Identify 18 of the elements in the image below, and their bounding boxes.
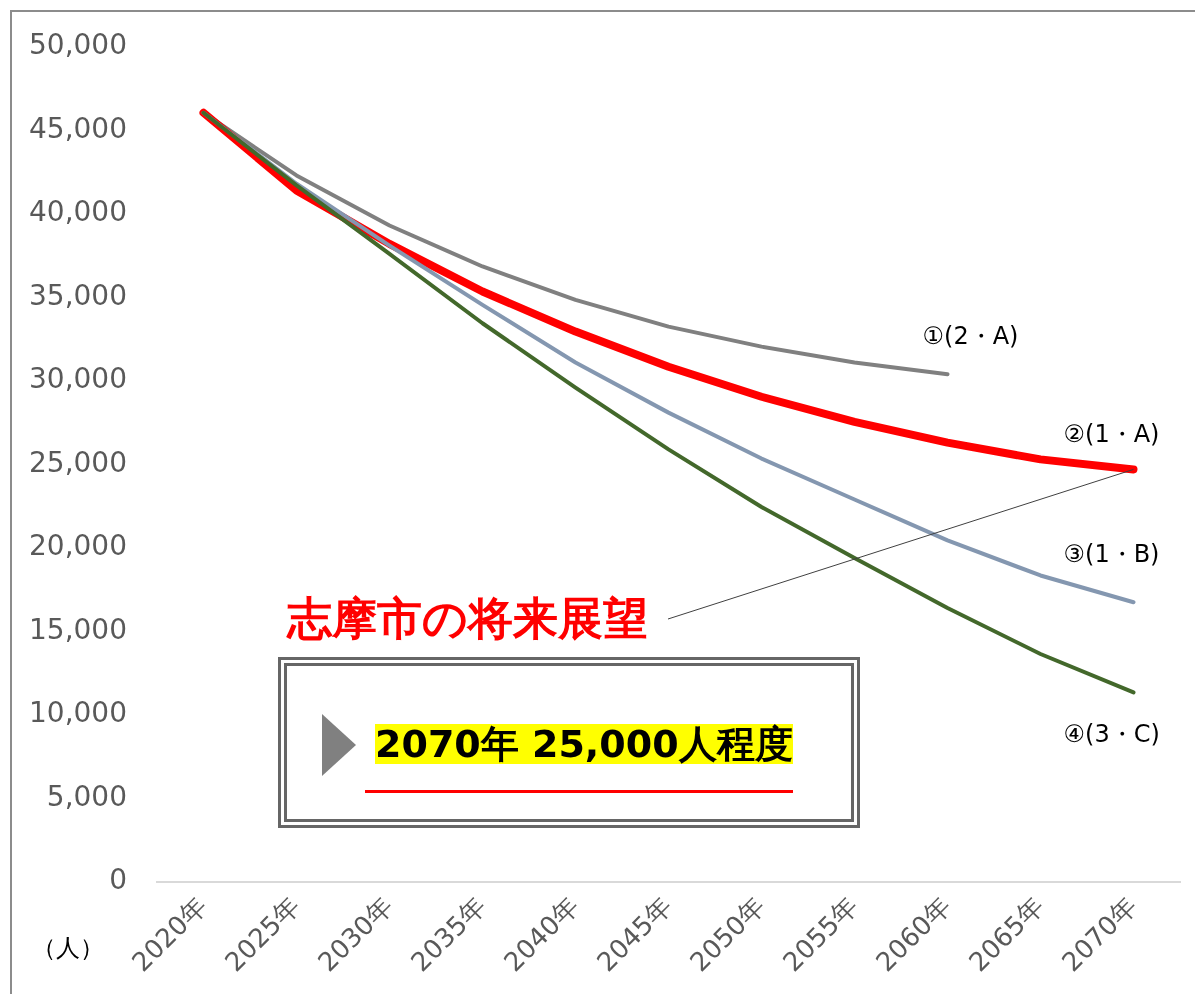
y-tick-label: 25,000 [29, 445, 127, 479]
series-label: ④(3・C) [1063, 720, 1160, 749]
y-tick-label: 30,000 [29, 362, 127, 396]
series-label: ③(1・B) [1063, 540, 1160, 569]
y-tick-label: 5,000 [46, 779, 127, 813]
y-tick-label: 35,000 [29, 278, 127, 312]
y-tick-label: 15,000 [29, 612, 127, 646]
y-tick-label: 10,000 [29, 696, 127, 730]
series-label: ①(2・A) [922, 322, 1019, 351]
y-tick-label: 40,000 [29, 195, 127, 229]
annotation: 2070年 25,000人程度 [375, 722, 793, 766]
y-tick-label: 20,000 [29, 529, 127, 563]
series-label: ②(1・A) [1063, 420, 1160, 449]
annotation: 志摩市の将来展望 [286, 591, 648, 645]
y-axis-title: （人） [32, 934, 104, 963]
y-tick-label: 45,000 [29, 111, 127, 145]
y-tick-label: 0 [109, 863, 127, 897]
y-tick-label: 50,000 [29, 28, 127, 62]
